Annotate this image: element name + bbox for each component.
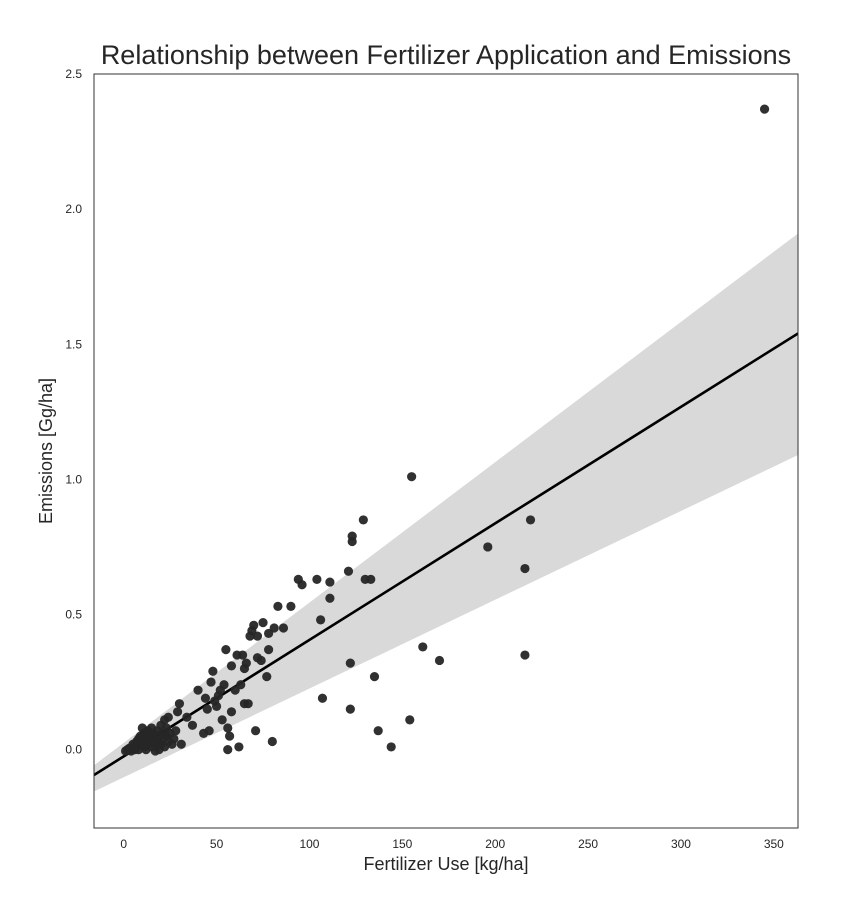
x-tick-label: 350 xyxy=(764,837,784,851)
data-point xyxy=(520,650,530,660)
y-tick-label: 1.0 xyxy=(65,472,82,486)
data-point xyxy=(208,666,218,676)
data-point xyxy=(520,563,530,574)
data-point xyxy=(224,731,235,741)
y-tick-label: 1.5 xyxy=(65,337,82,351)
data-point xyxy=(418,642,428,652)
data-point xyxy=(262,672,272,682)
data-point xyxy=(238,650,248,660)
data-point xyxy=(286,601,296,611)
data-point xyxy=(206,677,216,687)
plot-frame xyxy=(93,73,799,829)
data-point xyxy=(373,726,383,736)
data-point xyxy=(312,574,322,584)
x-tick-label: 250 xyxy=(578,837,598,851)
data-point xyxy=(358,515,368,525)
data-point xyxy=(163,712,173,722)
data-point xyxy=(269,623,279,633)
data-point xyxy=(221,645,231,655)
data-point xyxy=(171,726,181,736)
data-point xyxy=(369,672,380,682)
chart-title: Relationship between Fertilizer Applicat… xyxy=(101,40,791,70)
data-point xyxy=(223,723,233,733)
data-point xyxy=(223,745,233,755)
data-point xyxy=(325,577,335,587)
data-point xyxy=(169,734,179,744)
y-tick-label: 0.0 xyxy=(65,743,82,757)
x-tick-label: 100 xyxy=(299,837,319,851)
data-point xyxy=(217,715,227,725)
data-point xyxy=(249,620,259,630)
data-point xyxy=(267,736,277,747)
data-point xyxy=(317,693,328,703)
data-point xyxy=(759,104,770,114)
data-point xyxy=(219,680,229,690)
x-axis: 0 50 100 150 200 250 300 350 xyxy=(120,837,784,851)
data-point xyxy=(211,701,222,711)
data-point xyxy=(525,515,536,525)
data-point xyxy=(343,566,354,576)
y-tick-label: 2.0 xyxy=(65,202,82,216)
data-point xyxy=(273,601,283,611)
data-point xyxy=(172,707,183,717)
y-axis: 0.0 0.5 1.0 1.5 2.0 2.5 xyxy=(65,67,82,757)
x-tick-label: 0 xyxy=(120,837,127,851)
data-point xyxy=(316,615,326,625)
data-point xyxy=(256,655,266,666)
data-point xyxy=(258,618,268,628)
data-point xyxy=(325,593,335,603)
data-point xyxy=(174,699,185,709)
data-point xyxy=(405,715,415,725)
y-tick-label: 0.5 xyxy=(65,608,82,622)
data-point xyxy=(236,680,246,690)
data-point xyxy=(226,661,237,671)
data-point xyxy=(347,531,357,541)
data-point xyxy=(407,472,417,482)
data-point xyxy=(193,685,203,695)
data-point xyxy=(251,726,261,736)
data-point xyxy=(226,707,237,717)
data-point xyxy=(297,580,307,590)
y-tick-label: 2.5 xyxy=(65,67,82,81)
data-point xyxy=(252,631,263,641)
data-point xyxy=(187,720,198,730)
data-point xyxy=(204,726,214,736)
data-point xyxy=(176,739,186,749)
x-tick-label: 300 xyxy=(671,837,691,851)
data-point xyxy=(243,699,253,709)
data-point xyxy=(483,542,493,552)
data-point xyxy=(234,742,244,752)
data-point xyxy=(434,655,445,666)
plot-area xyxy=(93,73,799,829)
x-tick-label: 200 xyxy=(485,837,505,851)
data-point xyxy=(366,574,376,584)
data-point xyxy=(200,693,211,703)
data-point xyxy=(241,658,251,668)
data-point xyxy=(264,645,274,655)
data-point xyxy=(182,712,192,722)
data-point xyxy=(278,623,289,633)
x-axis-label: Fertilizer Use [kg/ha] xyxy=(363,854,528,874)
data-point xyxy=(345,704,355,714)
data-point xyxy=(345,658,355,668)
x-tick-label: 150 xyxy=(392,837,412,851)
y-axis-label: Emissions [Gg/ha] xyxy=(36,378,56,524)
x-tick-label: 50 xyxy=(210,837,224,851)
data-point xyxy=(202,704,212,714)
regression-line xyxy=(94,332,798,777)
data-point xyxy=(386,742,396,752)
